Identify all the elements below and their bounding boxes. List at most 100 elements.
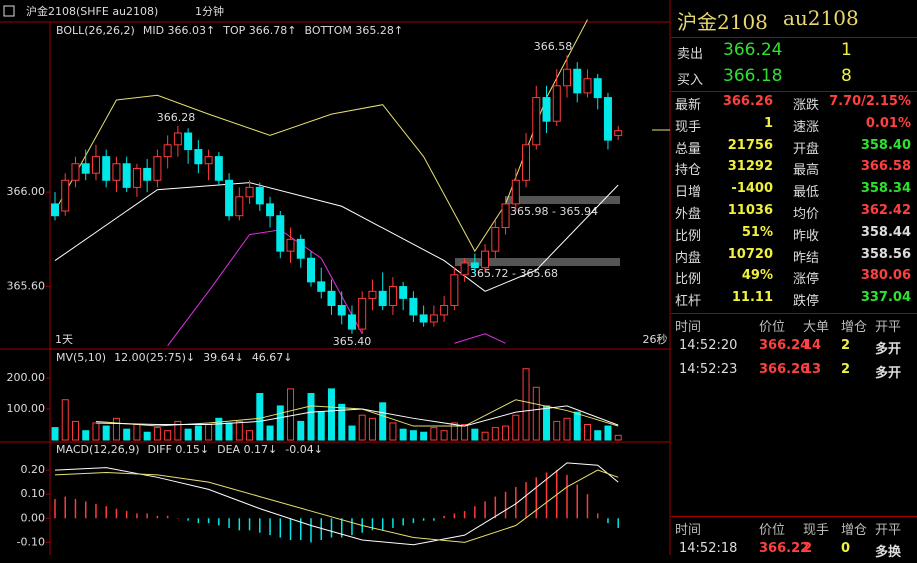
period[interactable]: 1分钟 xyxy=(195,4,224,18)
stat-label: 速涨 xyxy=(793,119,820,135)
volume-bar xyxy=(307,393,315,441)
macd-bar xyxy=(187,518,189,521)
candle-body xyxy=(409,297,418,316)
volume-bar xyxy=(573,411,581,441)
volume-bar xyxy=(225,422,233,441)
candle-body xyxy=(388,286,397,306)
macd-bar xyxy=(392,518,394,528)
macd-bar xyxy=(125,511,128,519)
macd-bar xyxy=(340,518,343,538)
volume-bar xyxy=(205,424,213,441)
indicator-label: MACD(12,26,9) xyxy=(56,443,140,456)
volume-bar xyxy=(471,428,479,441)
candle-body xyxy=(266,203,275,217)
stat-label: 日增 xyxy=(675,185,702,201)
candle-body xyxy=(296,238,305,259)
table-cell: 366.26 xyxy=(759,362,810,377)
order-row: 卖出 366.24 1 xyxy=(671,40,917,64)
candle-body xyxy=(245,186,254,198)
order-volume: 8 xyxy=(841,66,852,86)
annotation: 365.40 xyxy=(333,335,372,348)
candle-body xyxy=(194,149,203,165)
candle-body xyxy=(204,156,213,165)
candle-body xyxy=(61,179,70,212)
annotation: 26秒 xyxy=(643,332,668,346)
y-tick-label: 0.20 xyxy=(21,463,46,476)
volume-bar xyxy=(450,422,458,441)
macd-bar xyxy=(146,513,148,519)
price-level-label: 365.98 - 365.94 xyxy=(510,205,598,218)
indicator-label: TOP 366.78↑ xyxy=(222,24,296,37)
table-cell: 2 xyxy=(841,338,851,353)
y-tick-label: 100.00 xyxy=(7,402,46,415)
column-header: 时间 xyxy=(675,523,702,538)
candle-body xyxy=(51,203,59,217)
volume-bar xyxy=(399,428,407,441)
indicator-line xyxy=(54,462,619,546)
volume-bar xyxy=(583,424,591,441)
volume-bar xyxy=(532,386,540,441)
stat-value: 49% xyxy=(741,268,773,284)
candle-body xyxy=(429,314,438,323)
candle-body xyxy=(286,238,295,252)
candle-body xyxy=(225,179,234,217)
candle-body xyxy=(399,286,408,299)
candle-body xyxy=(583,78,592,94)
indicator-line xyxy=(167,229,506,346)
stat-label: 跌停 xyxy=(793,294,820,310)
volume-bar xyxy=(276,405,284,441)
volume-bar xyxy=(348,425,356,441)
macd-bar xyxy=(463,511,466,519)
candle-body xyxy=(163,144,172,158)
volume-bar xyxy=(502,425,510,441)
menu-icon[interactable] xyxy=(3,5,15,17)
stat-value: 358.34 xyxy=(860,181,911,197)
volume-bar xyxy=(440,430,448,441)
volume-bar xyxy=(553,420,561,441)
macd-bar xyxy=(330,518,333,538)
candle-body xyxy=(501,203,510,229)
stat-label: 最高 xyxy=(793,163,820,179)
chart: 沪金2108(SHFE au2108) 1分钟 365.60 366.00 BOLL… xyxy=(0,0,671,555)
macd-bar xyxy=(607,518,609,524)
order-price: 366.18 xyxy=(723,66,783,86)
y-tick-label: 365.60 xyxy=(7,280,46,293)
candle-body xyxy=(481,250,490,269)
indicator-label: BOTTOM 365.28↑ xyxy=(304,24,403,37)
macd-bar xyxy=(74,499,77,519)
stat-value: 21756 xyxy=(727,137,773,153)
column-header: 时间 xyxy=(675,320,702,335)
volume-bar xyxy=(164,430,172,441)
separator xyxy=(671,91,917,92)
macd-bar xyxy=(279,518,282,538)
price-level xyxy=(505,196,620,204)
candle-body xyxy=(491,227,500,252)
stat-value: 366.58 xyxy=(860,159,911,175)
candle-body xyxy=(552,85,561,122)
macd-bar xyxy=(566,474,568,519)
macd-bar xyxy=(166,515,169,519)
symbol[interactable]: 沪金2108(SHFE au2108) xyxy=(26,4,158,18)
macd-bar xyxy=(576,484,578,519)
table-cell: 14:52:20 xyxy=(679,338,738,353)
macd-bar xyxy=(269,518,271,536)
volume-bar xyxy=(123,428,131,441)
macd-bar xyxy=(484,501,486,519)
stat-row: 外盘 11036 均价 362.42 xyxy=(671,203,917,224)
volume-bar xyxy=(358,414,366,441)
stat-label: 现手 xyxy=(675,119,702,135)
volume-bar xyxy=(522,368,530,441)
indicator-label: BOLL(26,26,2) xyxy=(56,24,135,37)
candle-body xyxy=(235,196,244,217)
candle-body xyxy=(522,144,531,181)
column-header: 现手 xyxy=(803,523,830,538)
candle-body xyxy=(358,297,367,330)
order-label: 卖出 xyxy=(677,47,704,62)
candle-body xyxy=(573,68,582,94)
volume-bar xyxy=(368,417,376,441)
column-header: 增仓 xyxy=(841,320,868,335)
macd-bar xyxy=(402,518,404,526)
table-cell: 多开 xyxy=(875,366,902,381)
candle-body xyxy=(532,97,541,146)
